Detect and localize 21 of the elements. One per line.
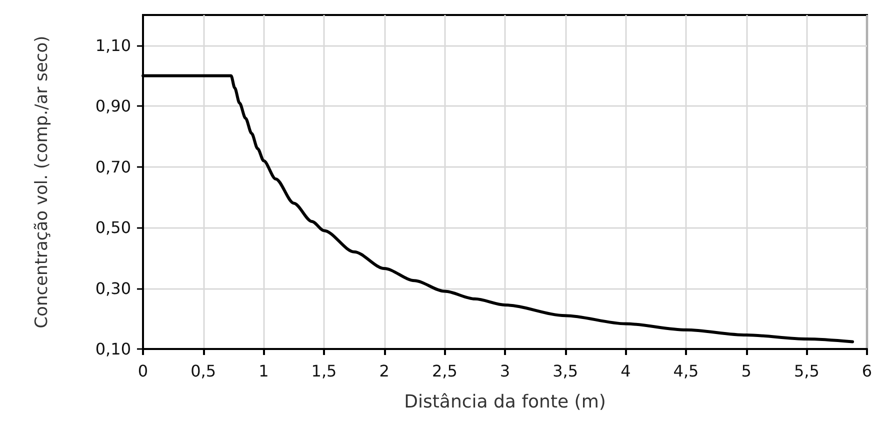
x-tick-label: 6 <box>862 362 872 380</box>
x-tick-label: 4,5 <box>673 362 699 380</box>
x-tick-label: 0,5 <box>190 362 216 380</box>
y-tick-label: 0,90 <box>95 96 131 116</box>
y-axis-title: Concentração vol. (comp./ar seco) <box>32 36 52 328</box>
y-tick-label: 1,10 <box>95 36 131 55</box>
x-tick-label: 3,5 <box>552 362 578 380</box>
x-tick-label: 1 <box>258 362 269 380</box>
y-tick-label: 0,10 <box>95 340 131 358</box>
x-tick-label: 2 <box>379 362 390 380</box>
x-tick-label: 5 <box>741 362 752 380</box>
x-tick-label: 1,5 <box>311 362 337 380</box>
x-tick-label: 5,5 <box>794 362 820 380</box>
y-tick-label: 0,30 <box>95 278 131 298</box>
x-tick-label: 2,5 <box>432 362 458 380</box>
x-tick-label: 4 <box>620 362 631 380</box>
x-tick-label: 3 <box>500 362 510 380</box>
y-tick-label: 0,70 <box>95 157 131 176</box>
x-tick-label: 0 <box>138 362 148 380</box>
x-axis-title: Distância da fonte (m) <box>404 392 606 412</box>
y-tick-label: 0,50 <box>95 218 131 238</box>
